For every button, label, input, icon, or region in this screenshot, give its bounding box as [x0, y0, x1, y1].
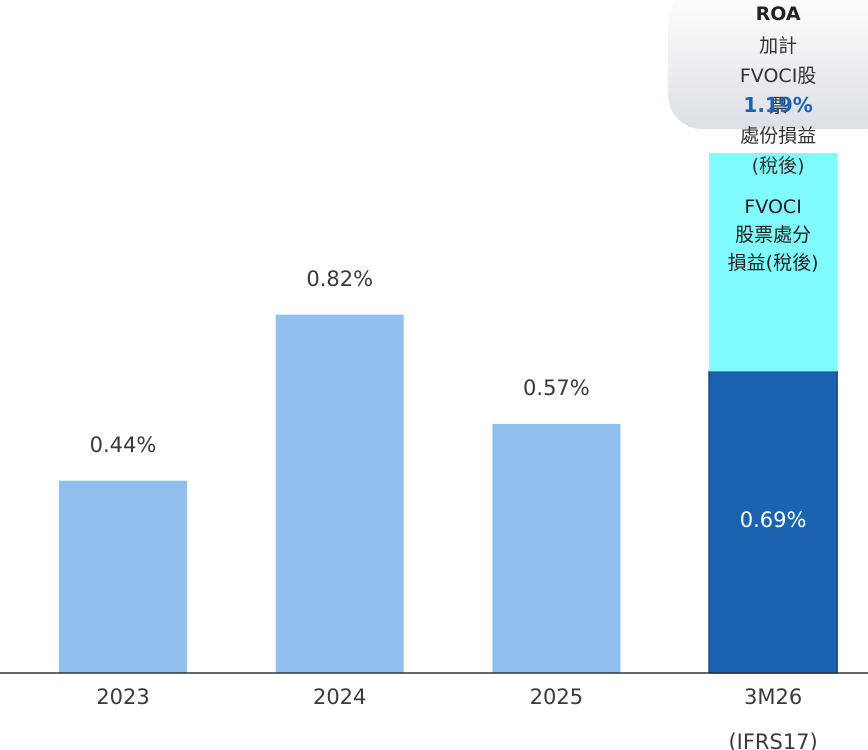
callout-title: ROA — [755, 2, 801, 25]
value-label: 0.44% — [89, 432, 157, 457]
bar — [59, 480, 187, 673]
bar — [275, 314, 404, 673]
bar — [492, 423, 621, 673]
x-tick-label: 2023 — [96, 685, 150, 709]
segment-label: FVOCI 股票處分 損益(稅後) — [727, 195, 819, 274]
x-tick-label: 2025 — [529, 685, 584, 709]
x-tick-label: 3M26 (IFRS17) — [728, 685, 818, 750]
value-label: 0.82% — [306, 266, 374, 291]
bar — [708, 370, 838, 674]
x-tick-label: 2024 — [312, 685, 367, 709]
callout-value: 1.19% — [743, 92, 813, 117]
callout-bubble — [668, 0, 868, 129]
callout-text: 加計FVOCI股票 處份損益(稅後) — [739, 34, 817, 177]
bar — [709, 152, 838, 372]
value-label: 0.57% — [523, 375, 590, 400]
value-label: 0.69% — [739, 508, 807, 533]
